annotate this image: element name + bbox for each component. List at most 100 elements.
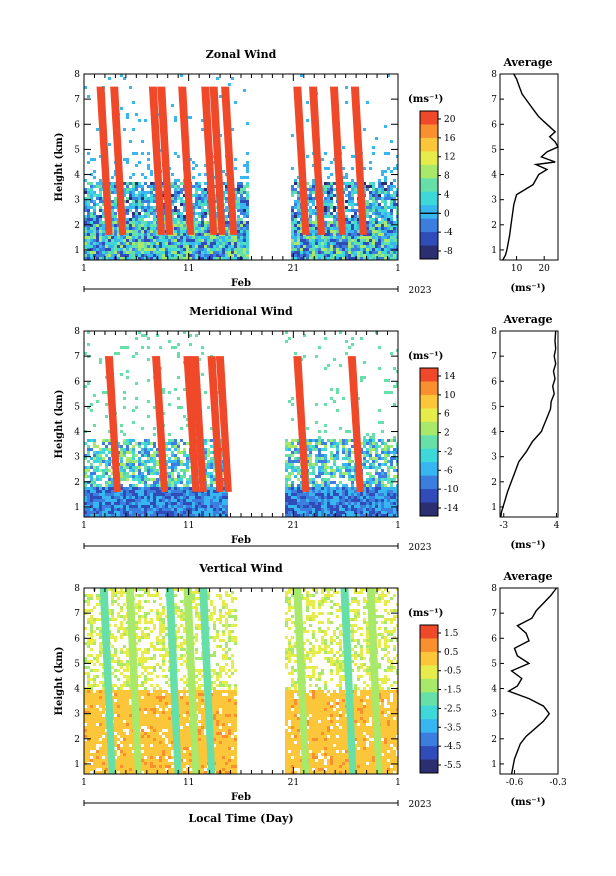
- heatmap-cell: [84, 230, 87, 233]
- heatmap-cell: [390, 499, 393, 502]
- heatmap-cell: [336, 239, 339, 242]
- heatmap-cell: [195, 514, 198, 517]
- heatmap-cell: [84, 672, 87, 675]
- heatmap-cell: [171, 469, 174, 472]
- heatmap-cell: [195, 511, 198, 514]
- heatmap-cell: [243, 242, 246, 245]
- heatmap-cell: [87, 609, 90, 612]
- heatmap-cell: [387, 191, 390, 194]
- heatmap-cell: [363, 248, 366, 251]
- heatmap-cell: [396, 167, 398, 170]
- heatmap-cell: [351, 245, 354, 248]
- heatmap-cell: [351, 439, 354, 442]
- heatmap-cell: [144, 469, 147, 472]
- heatmap-cell: [198, 490, 201, 493]
- heatmap-cell: [198, 502, 201, 505]
- colorbar-segment: [420, 462, 438, 477]
- heatmap-cell: [117, 442, 120, 445]
- heatmap-cell: [321, 466, 324, 469]
- colorbar-segment: [420, 448, 438, 463]
- heatmap-cell: [204, 448, 207, 451]
- heatmap-cell: [123, 487, 126, 490]
- heatmap-cell: [396, 242, 398, 245]
- heatmap-cell: [153, 466, 156, 469]
- heatmap-cell: [174, 191, 177, 194]
- heatmap-cell: [372, 481, 375, 484]
- heatmap-cell: [90, 624, 93, 627]
- heatmap-cell: [309, 457, 312, 460]
- heatmap-cell: [294, 254, 297, 257]
- heatmap-cell: [375, 218, 378, 221]
- heatmap-cell: [243, 188, 246, 191]
- heatmap-cell: [378, 188, 381, 191]
- heatmap-cell: [87, 594, 90, 597]
- heatmap-cell: [321, 469, 324, 472]
- heatmap-cell: [327, 257, 330, 260]
- heatmap-cell: [330, 188, 333, 191]
- heatmap-cell: [84, 203, 87, 206]
- heatmap-cell: [345, 484, 348, 487]
- heatmap-cell: [153, 493, 156, 496]
- heatmap-cell: [87, 702, 90, 705]
- heatmap-cell: [216, 77, 219, 80]
- heatmap-cell: [189, 254, 192, 257]
- heatmap-cell: [336, 442, 339, 445]
- heatmap-cell: [312, 203, 315, 206]
- heatmap-cell: [384, 448, 387, 451]
- heatmap-cell: [240, 188, 243, 191]
- heatmap-cell: [387, 496, 390, 499]
- heatmap-cell: [369, 448, 372, 451]
- heatmap-cell: [90, 239, 93, 242]
- heatmap-cell: [372, 505, 375, 508]
- heatmap-cell: [348, 508, 351, 511]
- heatmap-cell: [99, 648, 102, 651]
- heatmap-cell: [96, 182, 99, 185]
- heatmap-cell: [102, 469, 105, 472]
- heatmap-cell: [90, 499, 93, 502]
- wind-streak: [190, 356, 207, 492]
- heatmap-cell: [309, 472, 312, 475]
- heatmap-cell: [240, 248, 243, 251]
- heatmap-cell: [363, 185, 366, 188]
- profile-title-zonal: Average: [502, 56, 552, 69]
- heatmap-cell: [159, 487, 162, 490]
- heatmap-cell: [393, 487, 396, 490]
- heatmap-cell: [390, 251, 393, 254]
- heatmap-cell: [393, 257, 396, 260]
- heatmap-cell: [174, 448, 177, 451]
- heatmap-cell: [120, 454, 123, 457]
- heatmap-cell: [315, 212, 318, 215]
- heatmap-cell: [183, 511, 186, 514]
- heatmap-cell: [378, 233, 381, 236]
- heatmap-cell: [90, 723, 93, 726]
- heatmap-cell: [390, 466, 393, 469]
- heatmap-cell: [375, 248, 378, 251]
- heatmap-cell: [93, 765, 96, 768]
- heatmap-cell: [87, 499, 90, 502]
- heatmap-cell: [135, 505, 138, 508]
- heatmap-cell: [342, 239, 345, 242]
- heatmap-cell: [99, 726, 102, 729]
- profile-x-tick-label: 10: [511, 264, 523, 274]
- heatmap-cell: [321, 239, 324, 242]
- heatmap-cell: [363, 236, 366, 239]
- heatmap-cell: [87, 771, 90, 774]
- heatmap-cell: [90, 230, 93, 233]
- heatmap-cell: [339, 331, 342, 334]
- heatmap-cell: [123, 433, 126, 436]
- heatmap-cell: [381, 188, 384, 191]
- heatmap-cell: [312, 445, 315, 448]
- heatmap-cell: [288, 460, 291, 463]
- heatmap-cell: [366, 442, 369, 445]
- profile-y-tick-label: 8: [491, 327, 497, 337]
- heatmap-cell: [363, 496, 366, 499]
- heatmap-cell: [120, 475, 123, 478]
- heatmap-cell: [153, 484, 156, 487]
- heatmap-cell: [87, 639, 90, 642]
- heatmap-cell: [351, 209, 354, 212]
- heatmap-cell: [294, 257, 297, 260]
- heatmap-cell: [144, 439, 147, 442]
- heatmap-cell: [384, 176, 387, 179]
- heatmap-cell: [330, 245, 333, 248]
- heatmap-cell: [129, 86, 132, 89]
